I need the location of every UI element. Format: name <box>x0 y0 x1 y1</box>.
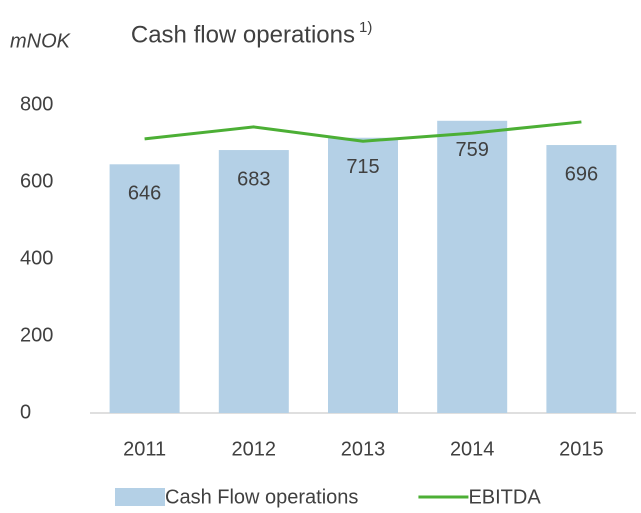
y-tick-label: 200 <box>20 324 53 346</box>
y-axis-label: mNOK <box>10 30 72 52</box>
bar <box>437 120 508 413</box>
x-tick-label: 2012 <box>232 438 277 460</box>
data-label: 715 <box>346 156 379 178</box>
bar <box>218 150 289 414</box>
legend-label: EBITDA <box>468 486 541 508</box>
line <box>144 120 582 143</box>
y-tick-label: 400 <box>20 247 53 269</box>
data-label: 696 <box>565 163 598 185</box>
bar <box>328 137 398 413</box>
data-label: 683 <box>237 168 270 190</box>
title-note: 1) <box>359 19 372 36</box>
data-label: 759 <box>456 139 489 161</box>
legend-label: Cash Flow operations <box>165 486 358 508</box>
x-tick-label: 2013 <box>341 438 386 460</box>
x-tick-label: 2014 <box>450 438 495 460</box>
chart-title: Cash flow operations <box>131 21 355 48</box>
y-tick-label: 0 <box>20 401 31 423</box>
bar <box>109 164 180 413</box>
y-tick-label: 800 <box>20 93 53 115</box>
bar <box>546 145 617 414</box>
x-tick-label: 2015 <box>559 438 604 460</box>
y-tick-label: 600 <box>20 170 53 192</box>
x-tick-label: 2011 <box>123 438 166 460</box>
legend-swatch <box>115 488 165 506</box>
data-label: 646 <box>128 183 161 205</box>
